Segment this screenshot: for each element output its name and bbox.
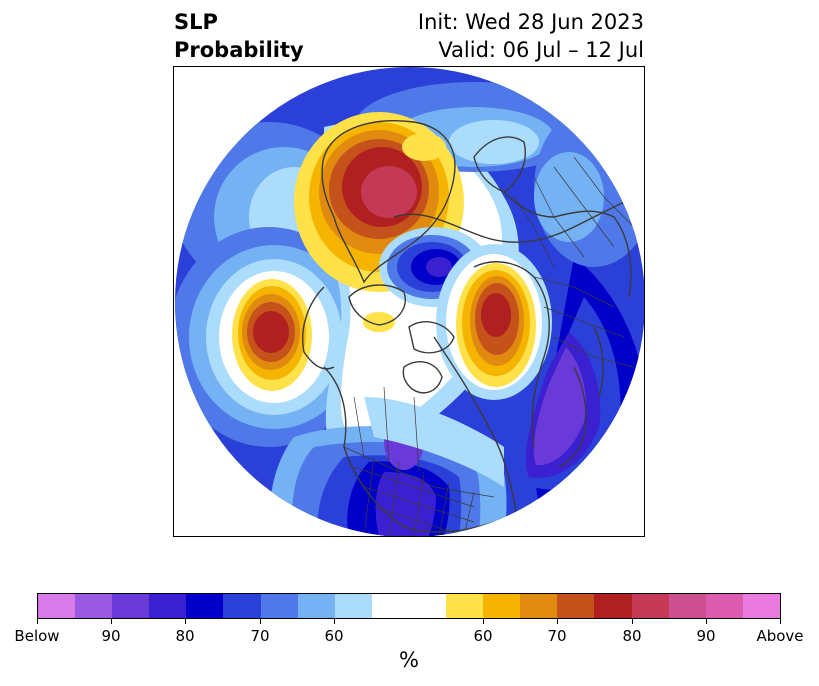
colorbar-tick [483,619,484,624]
colorbar-seg-8 [334,594,372,618]
colorbar-seg-0 [38,594,76,618]
map-frame [173,66,645,537]
title-variable: SLP [174,10,218,34]
colorbar-seg-16 [668,594,706,618]
colorbar-seg-13 [557,594,595,618]
coastlines [302,120,635,536]
colorbar-seg-1 [75,594,113,618]
colorbar-seg-5 [223,594,261,618]
colorbar-seg-15 [631,594,669,618]
colorbar-seg-2 [112,594,150,618]
title-field: Probability [174,38,304,62]
colorbar-label: 90 [696,627,716,645]
colorbar-tick [111,619,112,624]
colorbar-label: 60 [473,627,493,645]
colorbar-seg-10 [446,594,484,618]
colorbar-tick [334,619,335,624]
colorbar-seg-3 [149,594,187,618]
title-left: SLP Probability [174,8,304,64]
colorbar-seg-17 [705,594,743,618]
colorbar-seg-12 [520,594,558,618]
colorbar-tick [706,619,707,624]
colorbar-seg-11 [483,594,521,618]
colorbar-label: 70 [250,627,270,645]
colorbar-label-above: Above [756,627,804,645]
colorbar-tick [632,619,633,624]
colorbar-label: 80 [175,627,195,645]
colorbar-seg-9 [371,594,447,618]
colorbar-tick [780,619,781,624]
colorbar-tick [260,619,261,624]
probability-field [175,67,644,536]
colorbar-tick [185,619,186,624]
init-date: Init: Wed 28 Jun 2023 [417,10,644,34]
colorbar [37,593,781,619]
colorbar-seg-6 [260,594,298,618]
colorbar-label: 80 [622,627,642,645]
title-right: Init: Wed 28 Jun 2023 Valid: 06 Jul – 12… [418,8,644,64]
valid-range: Valid: 06 Jul – 12 Jul [438,38,644,62]
colorbar-label: 70 [547,627,567,645]
borders [343,96,635,536]
colorbar-tick [37,619,38,624]
colorbar-unit: % [399,648,419,672]
colorbar-tick [557,619,558,624]
colorbar-label: 60 [324,627,344,645]
colorbar-label-below: Below [14,627,60,645]
colorbar-seg-18 [742,594,780,618]
colorbar-seg-4 [186,594,224,618]
polar-map [175,67,644,536]
colorbar-seg-7 [297,594,335,618]
colorbar-seg-14 [594,594,632,618]
colorbar-label: 90 [101,627,121,645]
